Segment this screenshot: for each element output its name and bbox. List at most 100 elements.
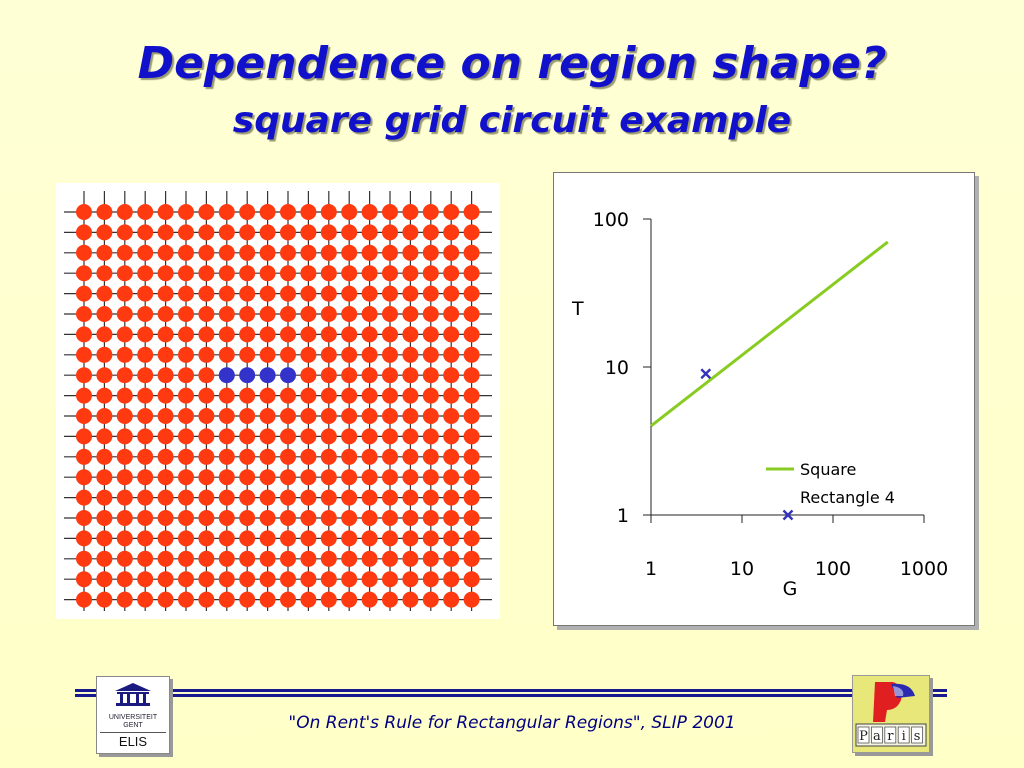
grid-node bbox=[341, 244, 358, 261]
grid-node bbox=[443, 469, 460, 486]
grid-node bbox=[280, 530, 296, 547]
building-icon bbox=[115, 683, 151, 706]
grid-node bbox=[76, 530, 92, 547]
grid-node bbox=[198, 571, 215, 588]
grid-node bbox=[320, 530, 337, 547]
grid-node bbox=[361, 224, 378, 241]
grid-node bbox=[76, 469, 92, 486]
slide-title: Dependence on region shape? bbox=[137, 38, 887, 89]
grid-node bbox=[463, 469, 480, 486]
grid-node bbox=[178, 346, 194, 363]
grid-node bbox=[320, 448, 337, 465]
grid-node bbox=[422, 571, 439, 588]
grid-node bbox=[259, 550, 276, 567]
grid-node bbox=[259, 387, 276, 404]
grid-node bbox=[76, 306, 92, 322]
grid-node bbox=[280, 265, 296, 282]
grid-node bbox=[218, 489, 235, 506]
grid-node bbox=[443, 387, 460, 404]
grid-node bbox=[178, 550, 194, 567]
grid-node bbox=[259, 530, 276, 547]
footer-line-top bbox=[75, 689, 947, 692]
grid-node bbox=[443, 510, 460, 526]
paris-logo-letter: P bbox=[859, 729, 868, 744]
grid-node bbox=[76, 510, 92, 526]
grid-node bbox=[443, 204, 460, 220]
grid-node bbox=[198, 306, 215, 322]
grid-node bbox=[198, 367, 215, 384]
grid-node bbox=[402, 285, 419, 302]
logo-university-text: UNIVERSITEIT GENT bbox=[108, 714, 158, 729]
grid-node bbox=[96, 469, 113, 486]
paris-logo-letter: a bbox=[873, 729, 881, 744]
grid-node bbox=[116, 387, 133, 404]
grid-node bbox=[280, 387, 296, 404]
paris-logo-letter: i bbox=[902, 729, 906, 744]
grid-node bbox=[402, 448, 419, 465]
grid-node bbox=[178, 591, 194, 608]
series-marker-rectangle-4 bbox=[700, 368, 712, 380]
grid-node bbox=[382, 285, 398, 302]
grid-node bbox=[157, 326, 174, 343]
grid-node bbox=[76, 489, 92, 506]
grid-node bbox=[96, 224, 113, 241]
grid-node bbox=[320, 224, 337, 241]
grid-node bbox=[422, 326, 439, 343]
grid-node bbox=[259, 448, 276, 465]
grid-node bbox=[198, 408, 215, 424]
grid-node bbox=[402, 489, 419, 506]
legend-label: Square bbox=[800, 460, 856, 479]
grid-node bbox=[300, 224, 317, 241]
grid-node bbox=[280, 306, 296, 322]
grid-node bbox=[96, 346, 113, 363]
grid-node bbox=[382, 408, 398, 424]
grid-node bbox=[320, 408, 337, 424]
grid-node bbox=[137, 550, 154, 567]
grid-node bbox=[300, 591, 317, 608]
grid-node bbox=[361, 448, 378, 465]
grid-node bbox=[137, 285, 154, 302]
grid-node bbox=[218, 306, 235, 322]
grid-node bbox=[116, 550, 133, 567]
paris-logo-letter: r bbox=[887, 729, 894, 744]
grid-node bbox=[96, 571, 113, 588]
grid-node bbox=[239, 408, 256, 424]
grid-node bbox=[76, 224, 92, 241]
grid-node bbox=[382, 265, 398, 282]
grid-node bbox=[137, 204, 154, 220]
grid-node bbox=[443, 448, 460, 465]
grid-node bbox=[96, 591, 113, 608]
grid-node bbox=[300, 367, 317, 384]
grid-node bbox=[402, 306, 419, 322]
grid-node bbox=[320, 244, 337, 261]
grid-node bbox=[76, 367, 92, 384]
grid-node bbox=[361, 530, 378, 547]
grid-node bbox=[341, 408, 358, 424]
grid-node bbox=[341, 204, 358, 220]
grid-node bbox=[402, 204, 419, 220]
grid-node bbox=[178, 428, 194, 445]
grid-node bbox=[341, 469, 358, 486]
grid-node bbox=[422, 428, 439, 445]
grid-node bbox=[239, 428, 256, 445]
grid-node bbox=[96, 204, 113, 220]
grid-node bbox=[341, 550, 358, 567]
grid-node bbox=[320, 428, 337, 445]
grid-node bbox=[382, 571, 398, 588]
grid-node bbox=[382, 346, 398, 363]
grid-node bbox=[382, 387, 398, 404]
grid-node bbox=[280, 285, 296, 302]
grid-node bbox=[157, 550, 174, 567]
grid-node bbox=[280, 550, 296, 567]
grid-node bbox=[116, 469, 133, 486]
grid-node bbox=[422, 550, 439, 567]
grid-node bbox=[402, 346, 419, 363]
grid-node bbox=[157, 204, 174, 220]
grid-node bbox=[239, 530, 256, 547]
grid-node bbox=[137, 224, 154, 241]
grid-node bbox=[443, 571, 460, 588]
grid-node bbox=[76, 326, 92, 343]
grid-node bbox=[178, 571, 194, 588]
grid-node bbox=[463, 326, 480, 343]
